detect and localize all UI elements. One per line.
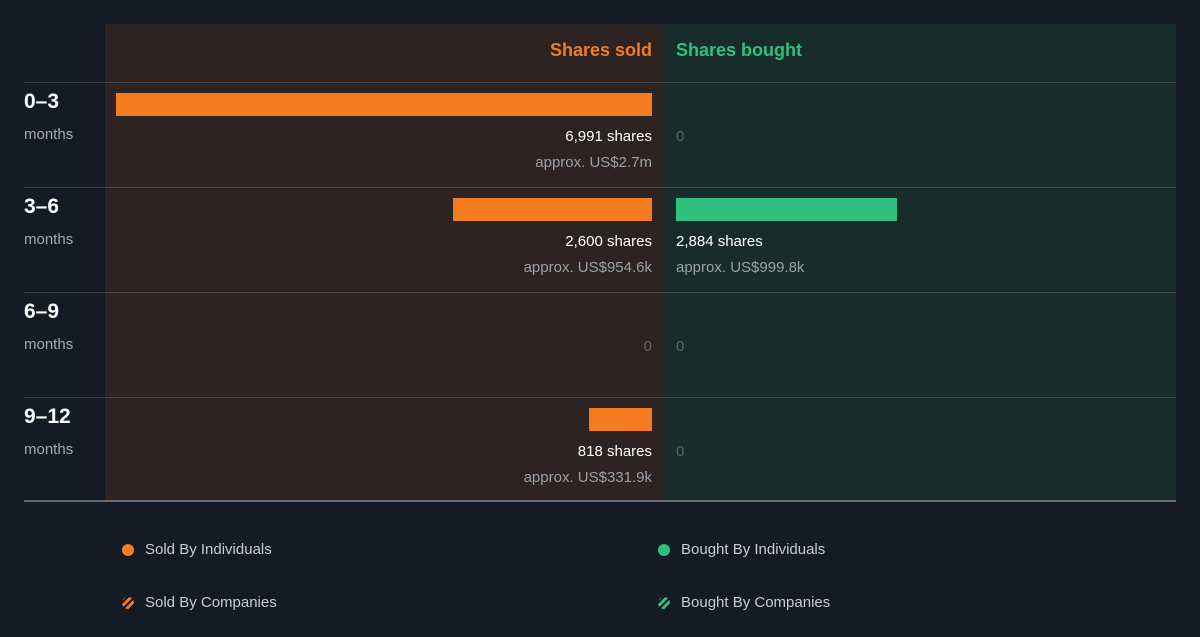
row-divider (24, 187, 1176, 188)
sold-shares-label: 818 shares (577, 443, 652, 460)
legend-item: Bought By Individuals (658, 541, 825, 558)
shares-sold-header: Shares sold (549, 40, 652, 60)
legend-label: Bought By Companies (681, 594, 831, 611)
bought-value-label: approx. US$999.8k (676, 259, 805, 276)
period-unit-label: months (24, 126, 74, 143)
legend-item: Bought By Companies (658, 594, 830, 611)
sold-shares-label: 2,600 shares (565, 233, 652, 250)
legend-label: Sold By Companies (145, 594, 277, 611)
sold-shares-label: 6,991 shares (565, 128, 652, 145)
bought-bar (676, 198, 897, 221)
bought-zero-label: 0 (676, 443, 685, 460)
chart-baseline (24, 500, 1176, 502)
legend-item: Sold By Individuals (122, 541, 272, 558)
sold-value-label: approx. US$2.7m (535, 154, 652, 171)
legend-item: Sold By Companies (122, 594, 277, 611)
sold-zero-label: 0 (643, 338, 652, 355)
period-label: 3–6 (24, 195, 60, 218)
legend-label: Sold By Individuals (145, 541, 272, 558)
period-row: 9–12 months 818 shares approx. US$331.9k 0 (0, 397, 1200, 502)
period-row: 0–3 months 6,991 shares approx. US$2.7m 0 (0, 82, 1200, 187)
sold-value-label: approx. US$954.6k (523, 259, 652, 276)
period-label: 6–9 (24, 300, 60, 323)
striped-dot-icon (122, 596, 134, 609)
period-label: 0–3 (24, 90, 60, 113)
sold-bar (453, 198, 652, 221)
row-divider (24, 397, 1176, 398)
period-unit-label: months (24, 336, 74, 353)
sold-bar (589, 408, 652, 431)
shares-bought-panel (664, 24, 1176, 501)
bought-shares-label: 2,884 shares (676, 233, 763, 250)
bought-zero-label: 0 (676, 338, 685, 355)
dot-icon (122, 543, 134, 556)
period-label: 9–12 (24, 405, 71, 428)
bought-zero-label: 0 (676, 128, 685, 145)
legend-label: Bought By Individuals (681, 541, 826, 558)
row-divider (24, 82, 1176, 83)
sold-value-label: approx. US$331.9k (523, 469, 652, 486)
striped-dot-icon (658, 596, 670, 609)
period-unit-label: months (24, 441, 74, 458)
dot-icon (658, 543, 670, 556)
shares-bought-header: Shares bought (676, 40, 803, 60)
row-divider (24, 292, 1176, 293)
period-unit-label: months (24, 231, 74, 248)
period-row: 3–6 months 2,600 shares approx. US$954.6k 2,… (0, 187, 1200, 292)
period-row: 6–9 months 0 0 (0, 292, 1200, 397)
sold-bar (116, 93, 652, 116)
